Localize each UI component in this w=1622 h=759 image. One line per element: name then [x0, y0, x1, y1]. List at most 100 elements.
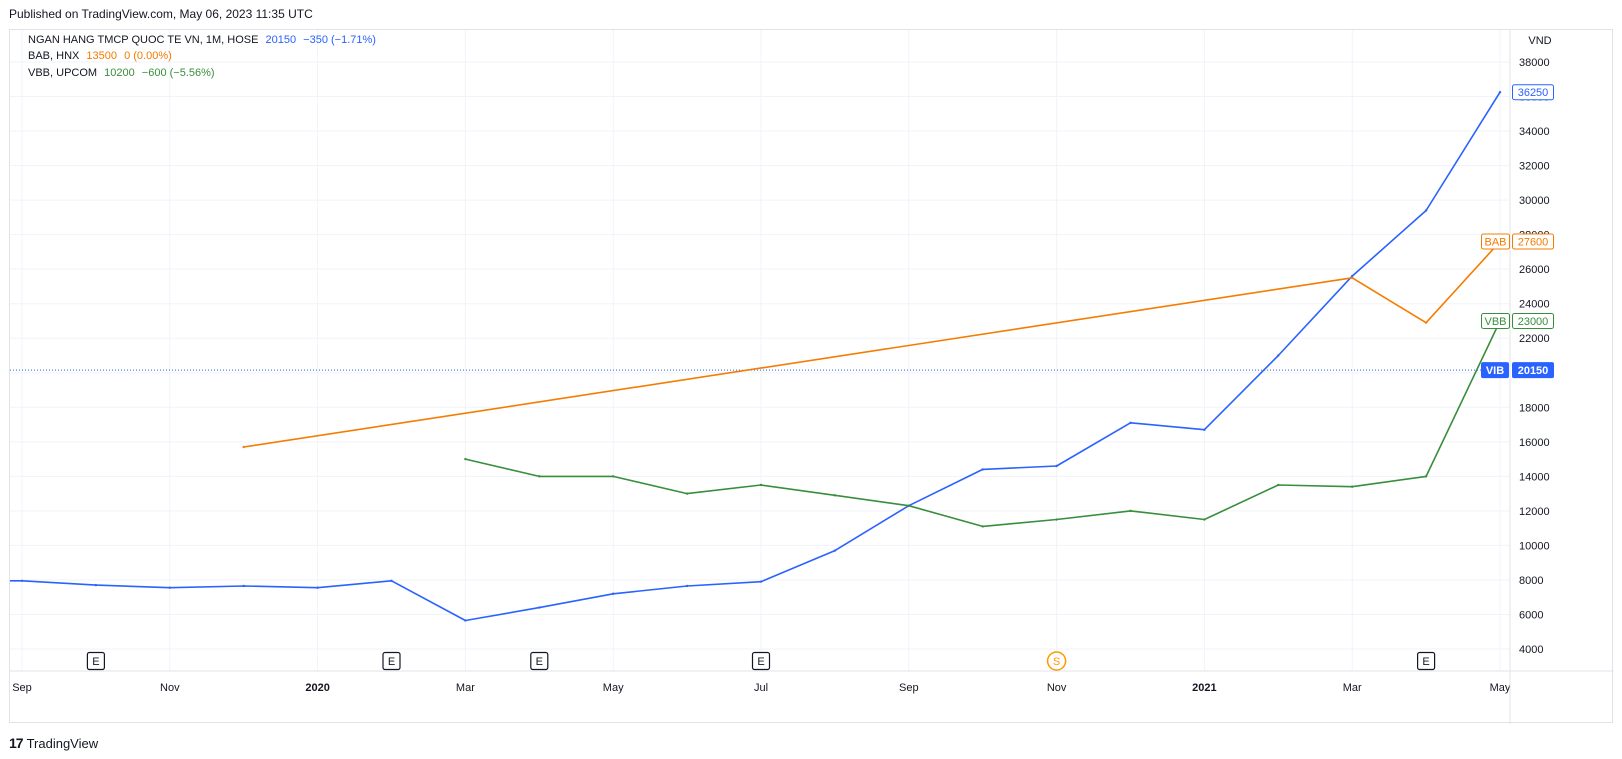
price-value-text: 23000 [1518, 316, 1549, 328]
series-line-vib [10, 91, 1501, 622]
legend-vib-name: NGAN HANG TMCP QUOC TE VN, 1M, HOSE [28, 34, 259, 46]
data-point-vbb [612, 475, 615, 478]
published-caption: Published on TradingView.com, May 06, 20… [9, 7, 313, 21]
y-axis-unit: VND [1528, 35, 1551, 47]
tradingview-logo[interactable]: 17 TradingView [9, 735, 98, 751]
y-tick-label: 34000 [1519, 126, 1550, 138]
price-value-text: 27600 [1518, 237, 1549, 249]
x-tick-label: 2021 [1192, 682, 1216, 694]
event-marker-split[interactable]: S [1046, 651, 1067, 671]
data-point-vib [833, 549, 837, 552]
data-point-vib [981, 468, 984, 471]
legend-vbb-name: VBB, UPCOM [28, 67, 98, 79]
y-tick-label: 24000 [1519, 299, 1550, 311]
event-marker-earnings[interactable]: E [86, 651, 106, 671]
data-point-vib [1055, 464, 1058, 468]
y-tick-label: 26000 [1519, 264, 1550, 276]
x-tick-label: May [1490, 682, 1511, 694]
event-label: E [757, 656, 764, 668]
event-label: E [388, 656, 395, 668]
data-point-vbb [1203, 518, 1206, 521]
event-marker-earnings[interactable]: E [382, 651, 401, 671]
data-point-vib [1203, 428, 1206, 431]
series-line-bab [243, 241, 1501, 448]
event-label: E [1422, 656, 1429, 668]
y-tick-label: 38000 [1519, 57, 1550, 69]
chart-frame[interactable]: 4000600080001000012000140001600018000200… [9, 29, 1614, 724]
data-point-vbb [981, 525, 984, 528]
price-label-bab: BAB 27600 [1481, 233, 1554, 250]
data-point-vbb [685, 492, 689, 495]
legend-vib-value: 20150 [265, 34, 297, 46]
y-tick-label: 6000 [1519, 609, 1543, 621]
data-point-vib [1351, 274, 1354, 278]
data-point-bab [242, 445, 245, 449]
y-tick-label: 12000 [1519, 506, 1550, 518]
legend-vib[interactable]: NGAN HANG TMCP QUOC TE VN, 1M, HOSE 2015… [28, 34, 380, 46]
earnings-icon [86, 651, 106, 671]
price-value-text: 36250 [1518, 87, 1549, 99]
data-point-vib [1424, 209, 1428, 212]
data-point-vib [20, 579, 24, 583]
data-point-vbb [538, 475, 541, 478]
data-point-vbb [1129, 509, 1132, 513]
data-point-vib [390, 579, 393, 583]
price-tag-bg [1481, 362, 1509, 379]
x-tick-label: Mar [1343, 682, 1362, 694]
legend-vbb[interactable]: VBB, UPCOM 10200 −600 (−5.56%) [28, 67, 219, 79]
data-point-vib [464, 619, 467, 622]
price-label-vbb: VBB 23000 [1481, 312, 1554, 329]
x-tick-label: Sep [12, 682, 32, 694]
price-value-bg [1512, 312, 1554, 329]
x-tick-label: 2020 [305, 682, 329, 694]
x-tick-label: Jul [754, 682, 768, 694]
tradingview-logo-icon: 17 [9, 735, 24, 751]
series-line-vbb [465, 320, 1501, 528]
event-label: E [92, 656, 99, 668]
data-point-vbb [1055, 518, 1058, 521]
data-point-vib [242, 584, 245, 588]
price-tag-bg [1481, 312, 1510, 329]
price-value-bg [1512, 362, 1554, 379]
y-tick-label: 30000 [1519, 195, 1550, 207]
data-point-bab [1351, 276, 1354, 280]
price-tag-text: BAB [1484, 237, 1506, 249]
tradingview-brand: TradingView [26, 735, 99, 751]
data-point-vbb [464, 457, 467, 461]
price-value-text: 20150 [1518, 365, 1549, 377]
data-point-vbb [1277, 483, 1280, 487]
data-point-vib [1277, 354, 1280, 357]
x-tick-label: Nov [160, 682, 180, 694]
event-marker-earnings[interactable]: E [530, 651, 549, 671]
price-value-bg [1512, 233, 1554, 250]
y-tick-label: 18000 [1519, 402, 1550, 414]
earnings-icon [751, 651, 771, 671]
data-point-vib [94, 583, 98, 587]
price-label-vib: 36250 [1512, 84, 1554, 101]
data-point-vbb [759, 483, 763, 487]
event-marker-earnings[interactable]: E [1416, 651, 1436, 671]
price-chart[interactable]: 4000600080001000012000140001600018000200… [10, 30, 1614, 724]
event-marker-earnings[interactable]: E [751, 651, 771, 671]
event-label: E [536, 656, 543, 668]
x-tick-label: Mar [456, 682, 475, 694]
data-point-vib [1129, 421, 1132, 425]
y-tick-label: 10000 [1519, 540, 1550, 552]
data-point-vib [612, 592, 615, 595]
data-point-vib [168, 586, 171, 589]
data-point-vbb [1351, 485, 1354, 488]
data-point-vib [316, 586, 319, 589]
data-point-vib [1498, 91, 1502, 94]
legend-bab[interactable]: BAB, HNX 13500 0 (0.00%) [28, 50, 176, 62]
data-point-vib [538, 606, 541, 609]
y-tick-label: 4000 [1519, 644, 1543, 656]
data-point-vib [759, 580, 763, 583]
data-point-vbb [1424, 475, 1428, 478]
data-point-bab [1424, 321, 1428, 324]
data-point-vbb [907, 504, 910, 507]
legend-vbb-change: −600 (−5.56%) [141, 67, 215, 79]
split-icon [1046, 651, 1067, 671]
y-tick-label: 22000 [1519, 333, 1550, 345]
earnings-icon [382, 651, 401, 671]
price-label-vib: VIB 20150 [1481, 362, 1554, 379]
